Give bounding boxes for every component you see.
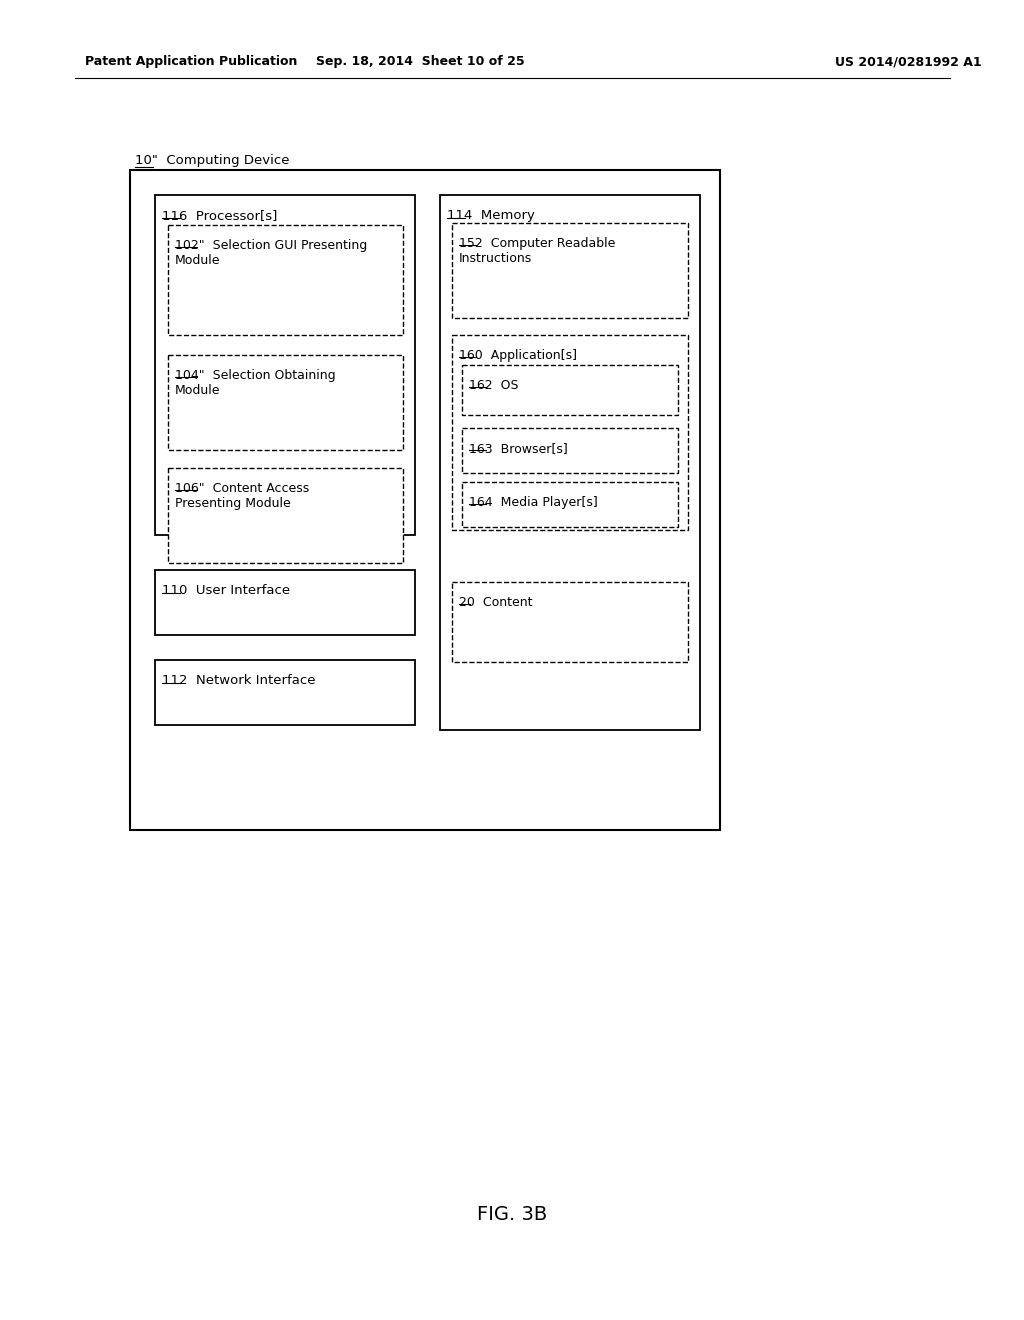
Bar bbox=[168, 224, 403, 335]
Text: 164  Media Player[s]: 164 Media Player[s] bbox=[469, 496, 598, 510]
Bar bbox=[462, 428, 678, 473]
Text: 112  Network Interface: 112 Network Interface bbox=[162, 675, 315, 686]
Text: 152  Computer Readable
Instructions: 152 Computer Readable Instructions bbox=[459, 238, 615, 265]
Text: 102"  Selection GUI Presenting
Module: 102" Selection GUI Presenting Module bbox=[175, 239, 368, 267]
Bar bbox=[462, 482, 678, 527]
Text: 20  Content: 20 Content bbox=[459, 597, 532, 609]
Text: Sep. 18, 2014  Sheet 10 of 25: Sep. 18, 2014 Sheet 10 of 25 bbox=[315, 55, 524, 69]
Bar bbox=[462, 366, 678, 414]
Text: 106"  Content Access
Presenting Module: 106" Content Access Presenting Module bbox=[175, 482, 309, 510]
Text: FIG. 3B: FIG. 3B bbox=[477, 1205, 547, 1225]
Text: US 2014/0281992 A1: US 2014/0281992 A1 bbox=[835, 55, 982, 69]
Bar bbox=[155, 195, 415, 535]
Text: 160  Application[s]: 160 Application[s] bbox=[459, 348, 577, 362]
Text: 116  Processor[s]: 116 Processor[s] bbox=[162, 209, 278, 222]
Bar bbox=[452, 223, 688, 318]
Text: 10"  Computing Device: 10" Computing Device bbox=[135, 154, 290, 168]
Text: 110  User Interface: 110 User Interface bbox=[162, 583, 290, 597]
Text: Patent Application Publication: Patent Application Publication bbox=[85, 55, 297, 69]
Bar bbox=[155, 660, 415, 725]
Text: 104"  Selection Obtaining
Module: 104" Selection Obtaining Module bbox=[175, 370, 336, 397]
Bar bbox=[168, 355, 403, 450]
Text: 114  Memory: 114 Memory bbox=[447, 209, 535, 222]
Bar bbox=[452, 335, 688, 531]
Bar bbox=[168, 469, 403, 564]
Bar bbox=[155, 570, 415, 635]
Text: 162  OS: 162 OS bbox=[469, 379, 518, 392]
Bar bbox=[452, 582, 688, 663]
Text: 163  Browser[s]: 163 Browser[s] bbox=[469, 442, 567, 455]
Bar bbox=[440, 195, 700, 730]
Bar bbox=[130, 170, 720, 830]
